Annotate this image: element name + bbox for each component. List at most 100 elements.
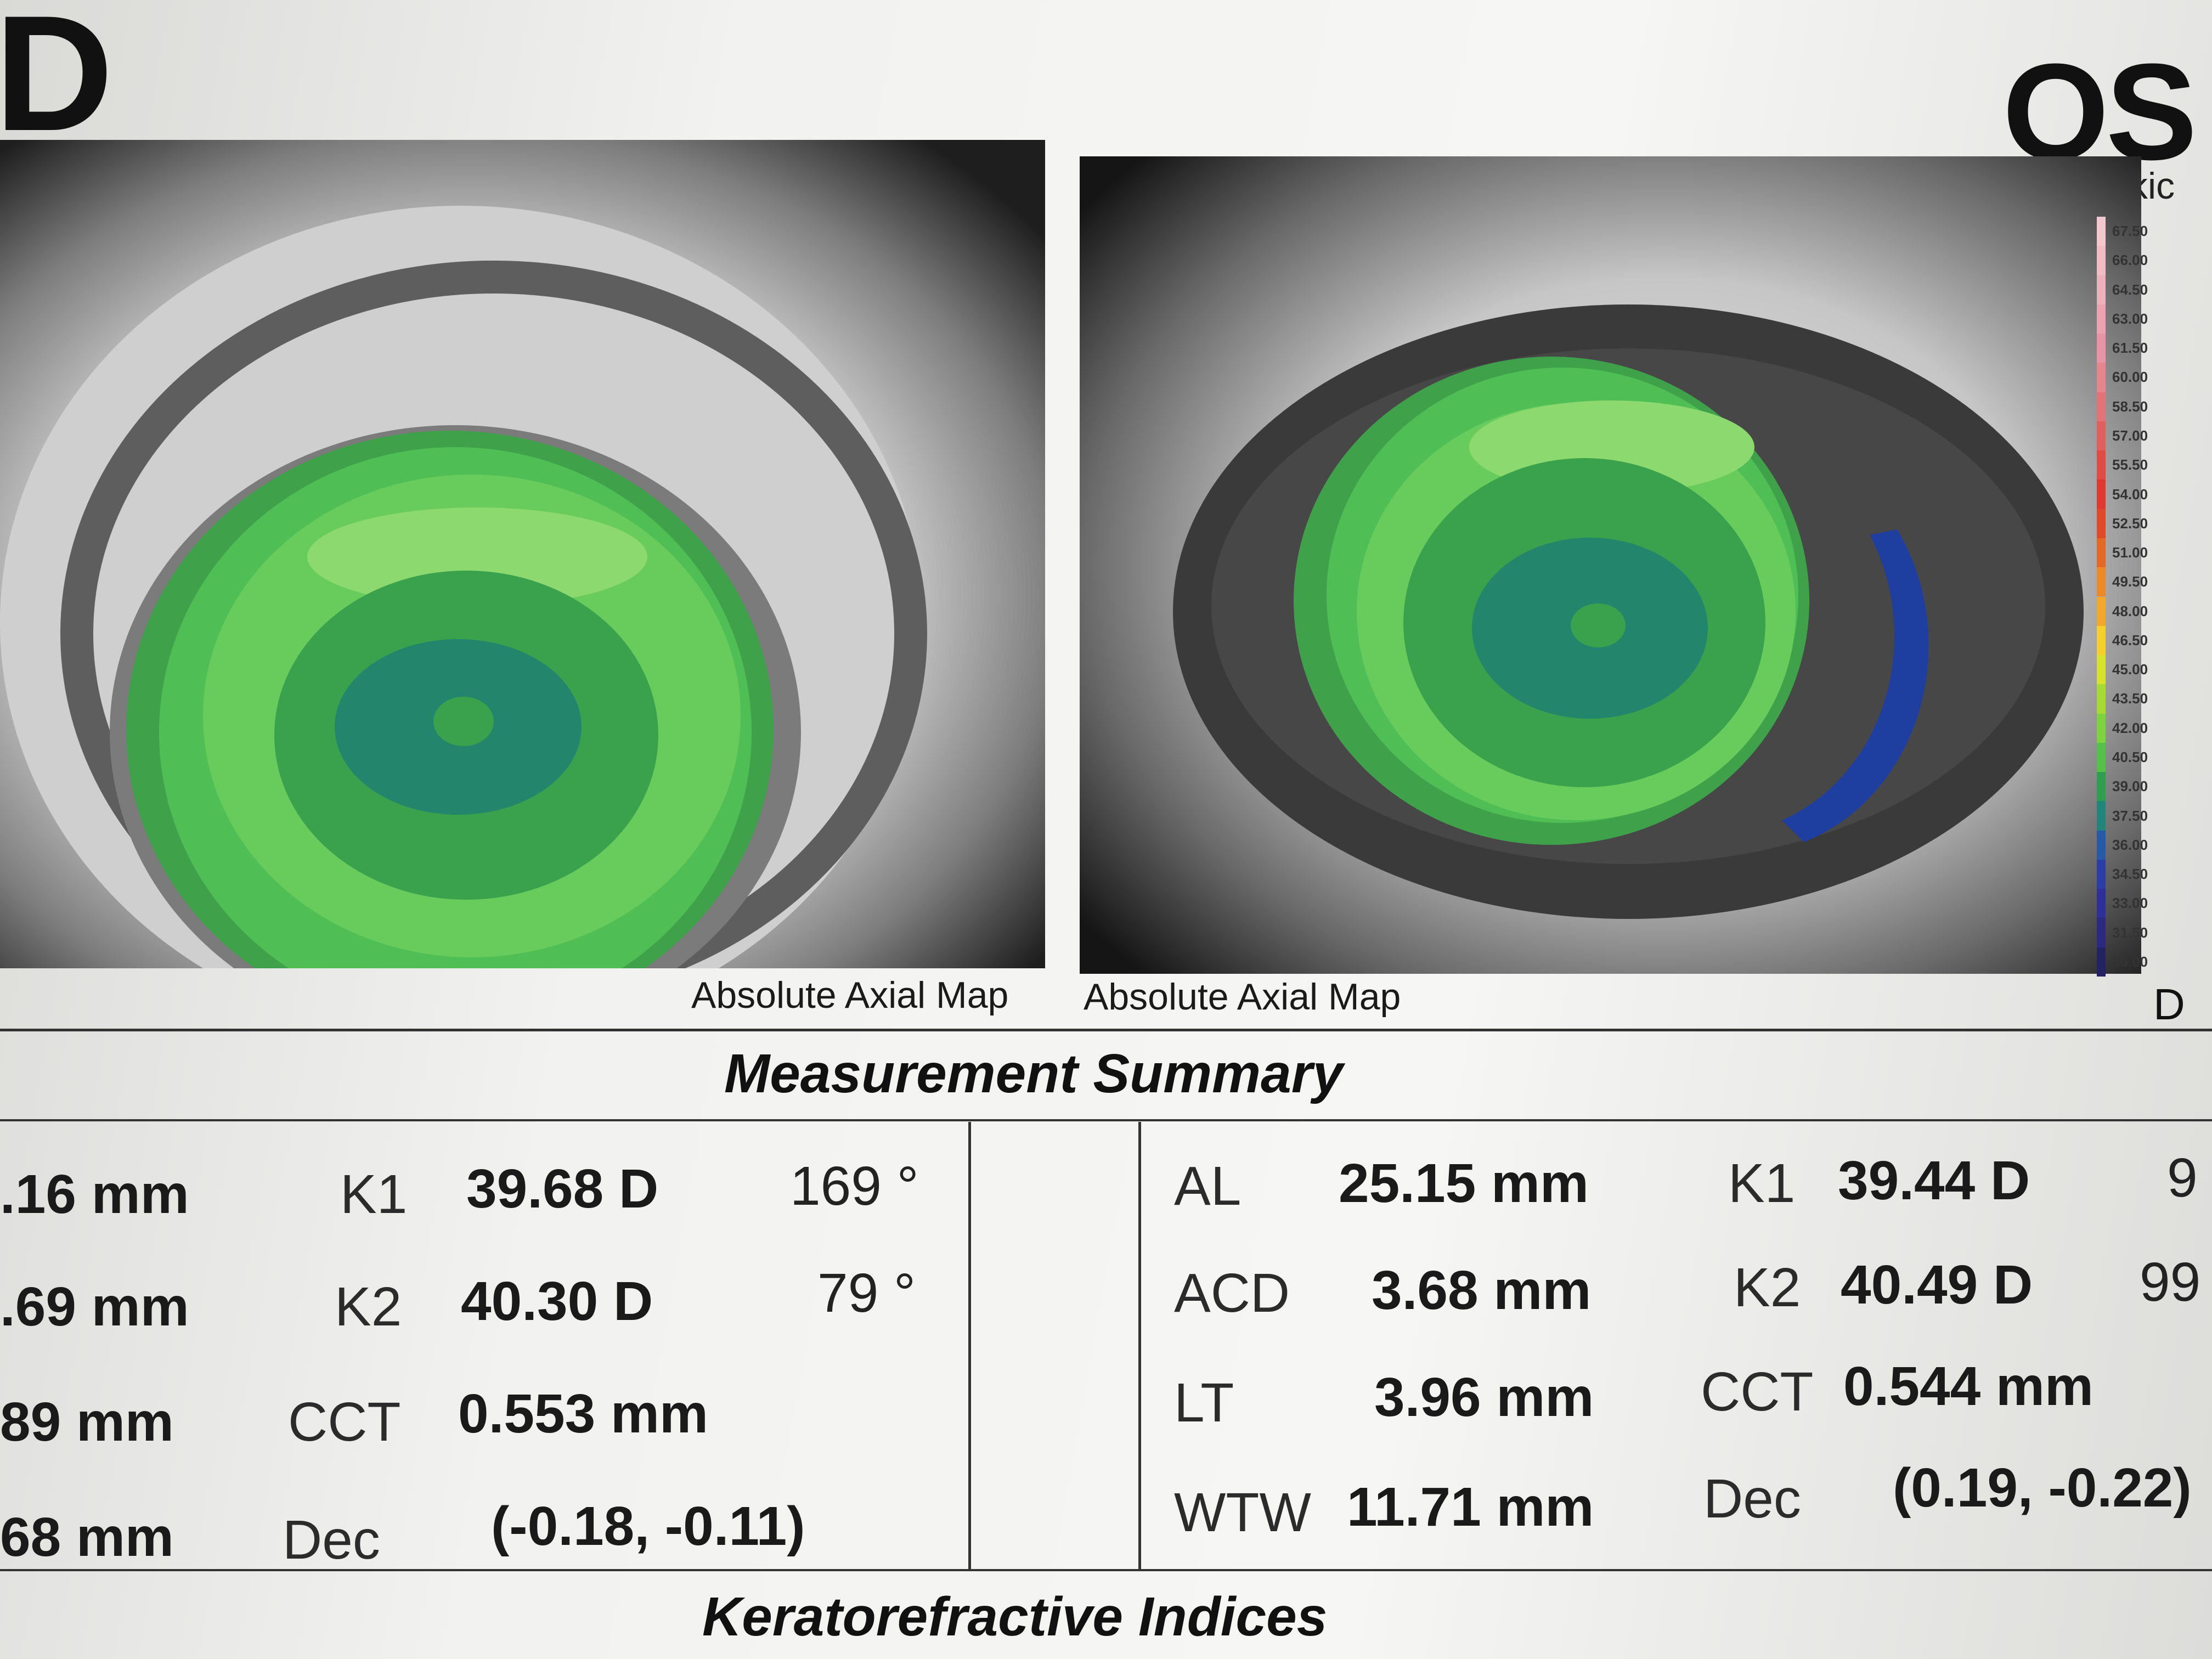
right-eye-image	[1080, 156, 2141, 974]
scale-swatch	[2097, 713, 2106, 743]
scale-label: 37.50	[2112, 807, 2148, 824]
scale-label: 57.00	[2112, 427, 2148, 444]
scale-swatch	[2097, 421, 2106, 451]
scale-swatch	[2097, 625, 2106, 656]
scale-entry: 66.00	[2097, 246, 2207, 275]
od-k1-axis: 169 °	[790, 1155, 919, 1217]
scale-swatch	[2097, 889, 2106, 918]
summary-bottom-rule	[0, 1569, 2212, 1571]
scale-entry: 34.50	[2097, 859, 2207, 889]
scale-entry: 30.00	[2097, 947, 2207, 977]
scale-entry: 40.50	[2097, 742, 2207, 772]
od-acd-value: .69 mm	[0, 1276, 189, 1338]
scale-label: 51.00	[2112, 544, 2148, 561]
scale-entry: 43.50	[2097, 684, 2207, 714]
os-wtw-value: 11.71 mm	[1347, 1476, 1594, 1538]
scale-label: 61.50	[2112, 340, 2148, 357]
os-k1-label: K1	[1728, 1153, 1796, 1214]
left-map-caption: Absolute Axial Map	[691, 974, 1009, 1016]
scale-swatch	[2097, 772, 2106, 802]
od-lt-value: 89 mm	[0, 1391, 174, 1453]
left-eye-image	[0, 140, 1045, 968]
scale-swatch	[2097, 655, 2106, 685]
os-dec-label: Dec	[1703, 1468, 1801, 1530]
scale-swatch	[2097, 801, 2106, 831]
od-dec-value: (-0.18, -0.11)	[491, 1496, 805, 1557]
scale-entry: 37.50	[2097, 801, 2207, 831]
od-k2-label: K2	[335, 1276, 402, 1338]
keratorefractive-indices-title: Keratorefractive Indices	[702, 1586, 1328, 1647]
scale-swatch	[2097, 567, 2106, 597]
scale-entry: 31.50	[2097, 918, 2207, 947]
summary-divider-left	[968, 1122, 971, 1569]
scale-swatch	[2097, 538, 2106, 568]
scale-label: 43.50	[2112, 690, 2148, 707]
scale-label: 31.50	[2112, 924, 2148, 941]
scale-swatch	[2097, 830, 2106, 860]
os-acd-label: ACD	[1174, 1262, 1290, 1324]
scale-swatch	[2097, 334, 2106, 363]
od-cct-label: CCT	[288, 1391, 401, 1453]
corner-eye-letter: D	[0, 0, 114, 165]
summary-header-rule	[0, 1119, 2212, 1121]
scale-swatch	[2097, 947, 2106, 977]
scale-entry: 60.00	[2097, 363, 2207, 392]
measurement-summary-title: Measurement Summary	[724, 1043, 1344, 1104]
os-k2-label: K2	[1734, 1257, 1801, 1318]
scale-label: 67.50	[2112, 223, 2148, 240]
scale-label: 33.00	[2112, 895, 2148, 912]
scale-swatch	[2097, 509, 2106, 538]
os-k1-value: 39.44 D	[1838, 1150, 2030, 1211]
os-lt-value: 3.96 mm	[1374, 1367, 1594, 1428]
os-al-label: AL	[1174, 1155, 1242, 1217]
scale-entry: 67.50	[2097, 217, 2207, 246]
scale-label: 45.00	[2112, 661, 2148, 678]
os-k2-value: 40.49 D	[1841, 1254, 2033, 1316]
diopter-color-scale: 67.50 66.00 64.50 63.00 61.50 60.00 58.50 57.00…	[2097, 217, 2207, 977]
scale-entry: 58.50	[2097, 392, 2207, 421]
scale-swatch	[2097, 742, 2106, 772]
scale-entry: 36.00	[2097, 830, 2207, 860]
scale-swatch	[2097, 217, 2106, 246]
scale-swatch	[2097, 246, 2106, 275]
scale-entry: 57.00	[2097, 421, 2207, 451]
scale-entry: 48.00	[2097, 596, 2207, 626]
scale-label: 42.00	[2112, 719, 2148, 736]
od-wtw-value: 68 mm	[0, 1506, 174, 1568]
scale-entry: 39.00	[2097, 772, 2207, 802]
right-axial-map	[1080, 156, 2141, 974]
scale-entry: 42.00	[2097, 713, 2207, 743]
scale-label: 36.00	[2112, 836, 2148, 853]
scale-swatch	[2097, 596, 2106, 626]
os-acd-value: 3.68 mm	[1372, 1260, 1592, 1321]
scale-label: 63.00	[2112, 310, 2148, 327]
scale-label: 55.50	[2112, 456, 2148, 473]
os-k1-axis: 9	[2167, 1147, 2198, 1209]
os-wtw-label: WTW	[1174, 1482, 1311, 1543]
od-cct-value: 0.553 mm	[458, 1383, 708, 1444]
scale-label: 39.00	[2112, 778, 2148, 795]
left-axial-map	[0, 140, 1045, 968]
od-k1-label: K1	[340, 1164, 408, 1225]
scale-swatch	[2097, 363, 2106, 392]
scale-entry: 55.50	[2097, 450, 2207, 480]
scale-swatch	[2097, 450, 2106, 480]
scale-label: 49.50	[2112, 573, 2148, 590]
scale-swatch	[2097, 859, 2106, 889]
scale-swatch	[2097, 392, 2106, 421]
os-cct-value: 0.544 mm	[1843, 1356, 2094, 1417]
os-k2-axis: 99	[2140, 1251, 2201, 1313]
os-al-value: 25.15 mm	[1339, 1153, 1589, 1214]
scale-label: 60.00	[2112, 369, 2148, 386]
os-lt-label: LT	[1174, 1372, 1234, 1434]
scale-label: 54.00	[2112, 486, 2148, 503]
right-map-caption: Absolute Axial Map	[1084, 976, 1401, 1018]
scale-label: 48.00	[2112, 602, 2148, 619]
scale-entry: 45.00	[2097, 655, 2207, 685]
scale-label: 34.50	[2112, 866, 2148, 883]
scale-entry: 46.50	[2097, 625, 2207, 656]
scale-label: 30.00	[2112, 953, 2148, 970]
od-al-value: .16 mm	[0, 1164, 189, 1225]
summary-top-rule	[0, 1029, 2212, 1031]
